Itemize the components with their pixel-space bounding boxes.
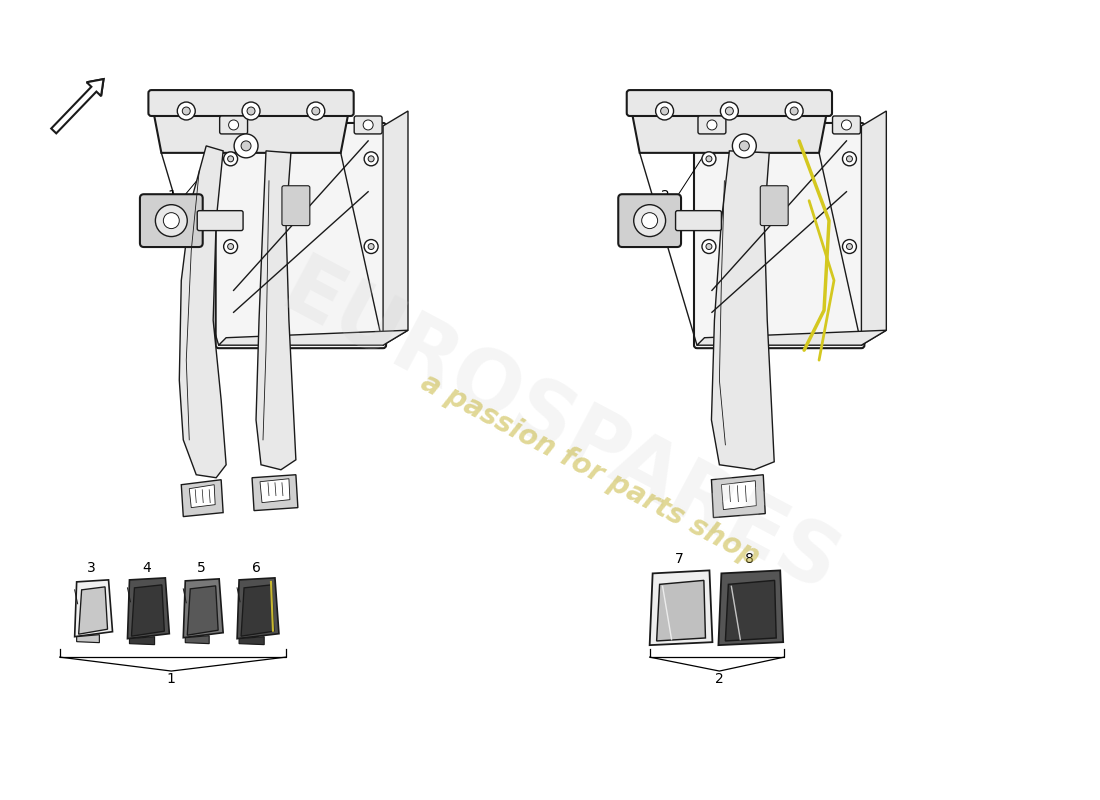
Circle shape <box>307 102 324 120</box>
Text: 1: 1 <box>167 672 176 686</box>
Polygon shape <box>182 480 223 517</box>
Circle shape <box>223 152 238 166</box>
FancyBboxPatch shape <box>675 210 722 230</box>
Polygon shape <box>78 587 108 634</box>
FancyBboxPatch shape <box>627 90 832 116</box>
Polygon shape <box>132 585 164 636</box>
Circle shape <box>641 213 658 229</box>
FancyBboxPatch shape <box>282 186 310 226</box>
Circle shape <box>842 120 851 130</box>
Polygon shape <box>725 580 777 641</box>
Circle shape <box>368 243 374 250</box>
Polygon shape <box>657 580 705 641</box>
FancyBboxPatch shape <box>148 90 354 116</box>
FancyBboxPatch shape <box>220 116 248 134</box>
Circle shape <box>656 102 673 120</box>
Text: 3: 3 <box>87 561 96 575</box>
Polygon shape <box>87 79 103 96</box>
Circle shape <box>229 120 239 130</box>
FancyBboxPatch shape <box>197 210 243 230</box>
Circle shape <box>702 239 716 254</box>
FancyBboxPatch shape <box>694 123 865 348</box>
FancyBboxPatch shape <box>618 194 681 247</box>
Circle shape <box>364 152 378 166</box>
Circle shape <box>725 107 734 115</box>
FancyBboxPatch shape <box>698 116 726 134</box>
Text: 2: 2 <box>661 189 670 202</box>
Polygon shape <box>152 101 351 153</box>
Text: a passion for parts shop: a passion for parts shop <box>416 368 763 571</box>
Polygon shape <box>629 101 829 153</box>
FancyBboxPatch shape <box>760 186 789 226</box>
Polygon shape <box>185 636 209 644</box>
Polygon shape <box>130 637 155 645</box>
Polygon shape <box>256 151 296 470</box>
Circle shape <box>707 120 717 130</box>
Circle shape <box>228 243 233 250</box>
Polygon shape <box>712 474 766 518</box>
Polygon shape <box>128 578 169 638</box>
Text: 6: 6 <box>252 561 261 575</box>
Polygon shape <box>219 330 408 345</box>
Text: 1: 1 <box>167 189 176 202</box>
Circle shape <box>843 152 857 166</box>
Circle shape <box>242 102 260 120</box>
Circle shape <box>706 243 712 250</box>
Circle shape <box>785 102 803 120</box>
Circle shape <box>739 141 749 151</box>
Circle shape <box>706 156 712 162</box>
Circle shape <box>311 107 320 115</box>
Polygon shape <box>187 586 218 635</box>
Circle shape <box>843 239 857 254</box>
Polygon shape <box>77 634 99 642</box>
Polygon shape <box>697 330 887 345</box>
Polygon shape <box>184 579 223 638</box>
Polygon shape <box>52 79 103 134</box>
Circle shape <box>248 107 255 115</box>
Polygon shape <box>383 111 408 345</box>
Text: 4: 4 <box>142 561 151 575</box>
FancyBboxPatch shape <box>140 194 202 247</box>
FancyBboxPatch shape <box>354 116 382 134</box>
Polygon shape <box>252 474 298 510</box>
Polygon shape <box>75 580 112 637</box>
Text: EUROSPARES: EUROSPARES <box>267 249 852 611</box>
Circle shape <box>363 120 373 130</box>
Text: 8: 8 <box>745 553 754 566</box>
Circle shape <box>368 156 374 162</box>
Polygon shape <box>189 485 216 508</box>
FancyBboxPatch shape <box>216 123 386 348</box>
Circle shape <box>702 152 716 166</box>
Circle shape <box>720 102 738 120</box>
Text: 5: 5 <box>197 561 206 575</box>
Polygon shape <box>861 111 887 345</box>
Circle shape <box>163 213 179 229</box>
Polygon shape <box>260 478 290 502</box>
Circle shape <box>733 134 757 158</box>
Circle shape <box>234 134 258 158</box>
Polygon shape <box>239 637 264 645</box>
Polygon shape <box>241 585 274 636</box>
Polygon shape <box>650 570 713 645</box>
Circle shape <box>847 243 852 250</box>
Polygon shape <box>179 146 227 478</box>
Circle shape <box>177 102 195 120</box>
Text: 2: 2 <box>715 672 724 686</box>
Circle shape <box>634 205 665 237</box>
Circle shape <box>847 156 852 162</box>
Circle shape <box>790 107 799 115</box>
Circle shape <box>228 156 233 162</box>
Circle shape <box>661 107 669 115</box>
Circle shape <box>364 239 378 254</box>
Polygon shape <box>718 570 783 645</box>
Circle shape <box>223 239 238 254</box>
Circle shape <box>155 205 187 237</box>
Polygon shape <box>712 151 774 470</box>
Text: 7: 7 <box>675 553 684 566</box>
Polygon shape <box>238 578 279 638</box>
Circle shape <box>183 107 190 115</box>
FancyBboxPatch shape <box>833 116 860 134</box>
Circle shape <box>241 141 251 151</box>
Polygon shape <box>722 481 757 510</box>
